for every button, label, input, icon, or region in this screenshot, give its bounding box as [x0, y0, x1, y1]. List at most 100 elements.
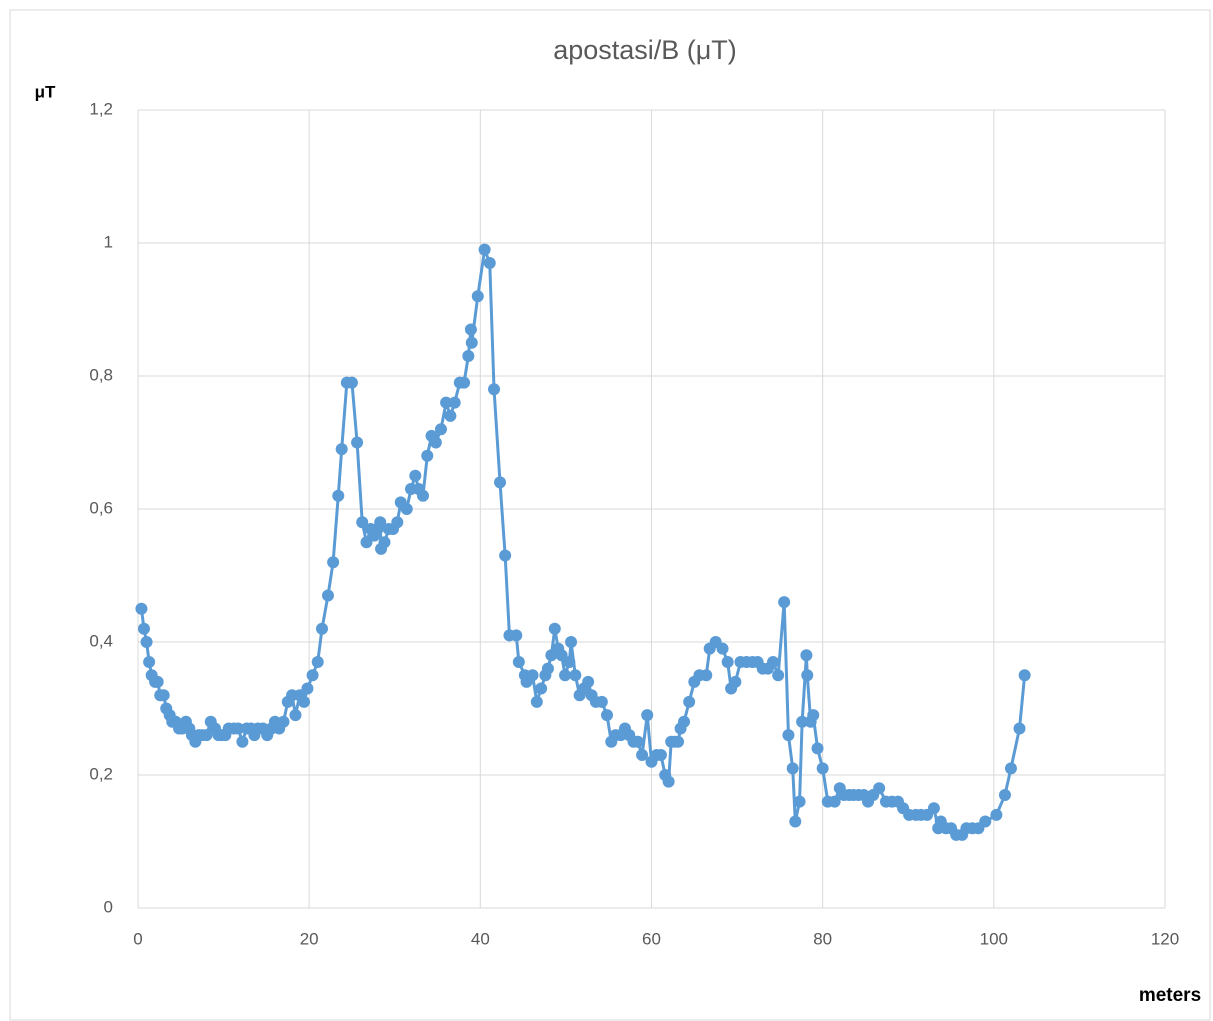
point	[541, 662, 554, 675]
point	[631, 735, 644, 748]
point	[563, 655, 576, 668]
point	[510, 629, 523, 642]
point	[434, 423, 447, 436]
point	[789, 815, 802, 828]
point	[378, 536, 391, 549]
point	[512, 655, 525, 668]
point	[391, 516, 404, 529]
point	[782, 729, 795, 742]
point	[157, 689, 170, 702]
point	[800, 649, 813, 662]
point	[236, 735, 249, 748]
point	[416, 489, 429, 502]
point	[448, 396, 461, 409]
point	[636, 749, 649, 762]
x-axis-label: meters	[1139, 985, 1201, 1006]
point	[458, 376, 471, 389]
point	[716, 642, 729, 655]
point	[548, 622, 561, 635]
chart-border	[9, 9, 1211, 1021]
point	[998, 788, 1011, 801]
point	[494, 476, 507, 489]
point	[1004, 762, 1017, 775]
y-tick-label: 0,8	[89, 365, 113, 384]
point	[471, 290, 484, 303]
point	[464, 323, 477, 336]
point	[277, 715, 290, 728]
point	[729, 675, 742, 688]
point	[559, 669, 572, 682]
point	[683, 695, 696, 708]
point	[678, 715, 691, 728]
point	[772, 669, 785, 682]
point	[137, 622, 150, 635]
point	[767, 655, 780, 668]
point	[483, 256, 496, 269]
x-tick-label: 40	[471, 929, 490, 948]
point	[374, 516, 387, 529]
x-tick-label: 20	[300, 929, 319, 948]
point	[306, 669, 319, 682]
x-tick-label: 80	[813, 929, 832, 948]
point	[232, 722, 245, 735]
point	[499, 549, 512, 562]
point	[672, 735, 685, 748]
point	[796, 715, 809, 728]
point	[569, 669, 582, 682]
point	[298, 695, 311, 708]
point	[289, 709, 302, 722]
x-tick-label: 60	[642, 929, 661, 948]
point	[801, 669, 814, 682]
point	[793, 795, 806, 808]
y-axis-label: μT	[35, 82, 56, 101]
x-tick-label: 0	[133, 929, 142, 948]
point	[135, 602, 148, 615]
point	[200, 729, 213, 742]
point	[786, 762, 799, 775]
y-tick-label: 1,2	[89, 99, 113, 118]
point	[582, 675, 595, 688]
point	[1013, 722, 1026, 735]
point	[332, 489, 345, 502]
point	[530, 695, 543, 708]
point	[990, 808, 1003, 821]
point	[565, 636, 578, 648]
point	[429, 436, 442, 449]
point	[356, 516, 369, 529]
point	[816, 762, 829, 775]
point	[535, 682, 548, 695]
point	[465, 336, 478, 349]
point	[444, 409, 457, 422]
chart-title: apostasi/B (μT)	[553, 35, 737, 65]
y-tick-label: 0,4	[89, 631, 113, 650]
point	[400, 503, 413, 515]
point	[654, 749, 667, 762]
point	[662, 775, 675, 788]
y-tick-label: 1	[104, 232, 113, 251]
point	[151, 675, 164, 688]
point	[462, 350, 475, 363]
point	[778, 596, 791, 609]
point	[316, 622, 329, 635]
point	[143, 655, 156, 668]
point	[700, 669, 713, 682]
y-tick-label: 0,2	[89, 764, 113, 783]
point	[478, 243, 491, 256]
x-tick-label: 120	[1151, 929, 1179, 948]
y-tick-label: 0,6	[89, 498, 113, 517]
point	[873, 782, 886, 795]
point	[979, 815, 992, 828]
point	[600, 709, 613, 722]
point	[927, 802, 940, 815]
point	[811, 742, 824, 755]
point	[641, 709, 654, 722]
point	[311, 655, 324, 668]
point	[440, 396, 453, 409]
x-tick-label: 100	[980, 929, 1008, 948]
point	[335, 443, 348, 456]
point	[409, 469, 422, 482]
point	[807, 709, 820, 722]
point	[301, 682, 314, 695]
point	[721, 655, 734, 668]
